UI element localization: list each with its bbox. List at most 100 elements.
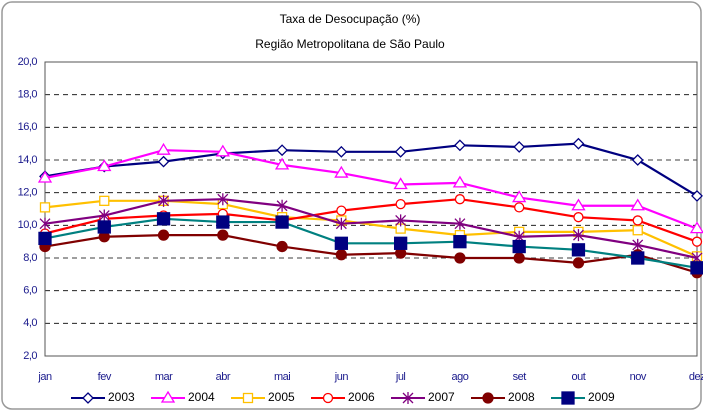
legend-marker: [82, 392, 94, 404]
data-point: [97, 159, 112, 172]
data-point: [631, 154, 644, 166]
data-point: [573, 212, 584, 223]
data-point: [158, 194, 170, 207]
data-point: [336, 205, 347, 216]
data-point: [334, 165, 349, 178]
legend-label: 2007: [428, 390, 455, 404]
series-line: [44, 199, 698, 258]
data-point: [690, 261, 703, 275]
y-tick-label: 16,0: [18, 121, 38, 133]
data-point: [335, 145, 348, 158]
data-point: [395, 198, 406, 210]
data-point: [689, 221, 703, 234]
data-point: [691, 190, 703, 202]
data-point: [513, 141, 526, 153]
data-point: [571, 243, 586, 257]
data-point: [454, 217, 466, 230]
series-line: [44, 198, 698, 260]
data-point: [276, 240, 288, 253]
data-point: [156, 142, 171, 155]
data-point: [216, 215, 230, 229]
data-point: [632, 225, 643, 236]
x-tick-label: ago: [451, 371, 468, 383]
data-point: [39, 202, 51, 213]
data-point: [513, 252, 525, 264]
legend-label: 2003: [108, 390, 135, 404]
x-tick-label: abr: [216, 371, 231, 383]
data-point: [335, 249, 348, 261]
legend-marker: [160, 390, 176, 403]
data-point: [217, 229, 229, 241]
data-point: [512, 239, 526, 254]
y-tick-label: 18,0: [18, 89, 38, 101]
x-tick-label: nov: [630, 371, 647, 383]
legend-marker: [482, 392, 494, 404]
y-tick-label: 2,0: [23, 350, 37, 362]
data-point: [453, 139, 466, 152]
chart-subtitle: Região Metropolitana de São Paulo: [255, 37, 445, 51]
data-point: [276, 144, 289, 157]
y-tick-label: 8,0: [23, 252, 37, 264]
data-point: [39, 217, 51, 230]
x-tick-label: mar: [155, 371, 173, 383]
legend-marker: [402, 392, 414, 404]
data-point: [393, 177, 408, 190]
data-point: [394, 145, 407, 158]
data-point: [157, 155, 170, 168]
data-point: [630, 198, 645, 211]
series-line: [44, 198, 698, 243]
series-line: [44, 149, 698, 230]
data-point: [393, 236, 408, 250]
series-line: [44, 142, 698, 197]
data-point: [98, 209, 110, 222]
data-point: [572, 257, 585, 269]
y-tick-label: 4,0: [23, 317, 37, 329]
y-tick-label: 20,0: [18, 56, 38, 68]
data-point: [454, 194, 466, 205]
data-point: [454, 252, 466, 264]
y-tick-label: 10,0: [18, 219, 38, 231]
series-line: [44, 234, 698, 274]
data-point: [691, 236, 703, 247]
x-tick-label: fev: [98, 371, 112, 383]
data-point: [37, 170, 53, 183]
data-point: [631, 251, 645, 265]
x-tick-label: dez: [689, 371, 703, 383]
data-point: [572, 137, 585, 150]
data-point: [512, 190, 527, 203]
legend-label: 2009: [588, 390, 615, 404]
data-point: [571, 198, 586, 211]
data-point: [514, 202, 525, 213]
legend-marker: [242, 392, 254, 404]
data-point: [632, 238, 644, 251]
data-point: [215, 144, 230, 157]
chart-title: Taxa de Desocupação (%): [280, 12, 421, 26]
x-tick-label: out: [572, 371, 586, 383]
data-point: [632, 215, 643, 226]
y-tick-label: 14,0: [18, 154, 38, 166]
legend-label: 2008: [508, 390, 535, 404]
data-point: [99, 195, 110, 206]
data-point: [217, 193, 229, 206]
x-tick-label: jan: [37, 371, 52, 383]
data-point: [274, 157, 290, 170]
legend-label: 2005: [268, 390, 295, 404]
data-point: [97, 220, 111, 234]
data-point: [156, 212, 171, 226]
x-tick-label: jul: [395, 371, 406, 383]
y-tick-label: 6,0: [23, 285, 37, 297]
data-point: [452, 175, 468, 188]
data-point: [275, 215, 289, 229]
data-point: [453, 235, 467, 249]
data-point: [395, 214, 407, 227]
data-point: [38, 231, 52, 246]
series-line: [44, 217, 698, 269]
x-tick-label: mai: [274, 371, 290, 383]
legend-marker: [322, 392, 334, 404]
legend-label: 2006: [348, 390, 375, 404]
data-point: [335, 217, 347, 230]
x-tick-label: jun: [334, 371, 349, 383]
data-point: [334, 236, 349, 250]
